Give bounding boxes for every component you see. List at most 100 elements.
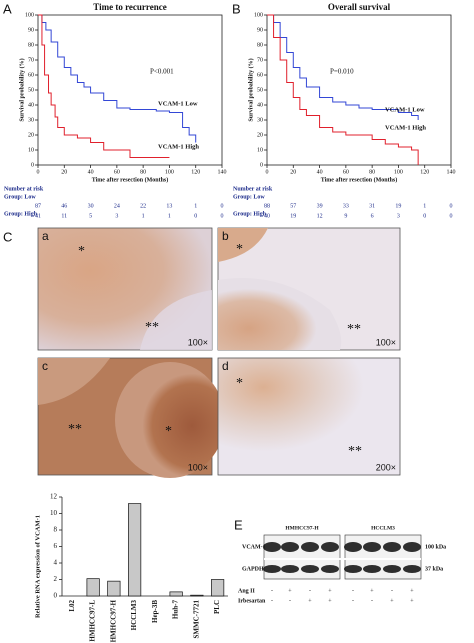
treatment-sign: - xyxy=(391,588,393,594)
x-tick-label: 80 xyxy=(369,169,375,175)
risk-count: 0 xyxy=(194,213,197,219)
bar xyxy=(169,591,183,597)
tumor-region xyxy=(115,362,225,478)
region-marker: * xyxy=(236,242,243,257)
y-tick-label: 100 xyxy=(25,12,34,18)
band-name: VCAM-1 xyxy=(242,544,266,550)
x-tick-label: L02 xyxy=(68,600,76,612)
blot-band xyxy=(263,542,281,552)
y-axis-label: Survival probability (%) xyxy=(18,58,25,121)
treatment-sign: + xyxy=(410,598,414,604)
region-marker: * xyxy=(236,376,243,391)
panel-letter: E xyxy=(234,517,243,532)
risk-count: 3 xyxy=(115,213,118,219)
stroma xyxy=(140,290,212,350)
panel-letter: B xyxy=(232,1,241,16)
band-size: 37 kDa xyxy=(425,566,443,572)
treatment-sign: - xyxy=(371,598,373,604)
risk-count: 31 xyxy=(369,203,375,209)
treatment-sign: - xyxy=(289,598,291,604)
risk-count: 1 xyxy=(194,203,197,209)
x-tick-label: 140 xyxy=(218,169,227,175)
x-tick-label: 120 xyxy=(191,169,200,175)
region-marker: ** xyxy=(145,320,159,335)
region-marker: * xyxy=(78,244,85,259)
y-tick-label: 50 xyxy=(28,87,34,93)
survival-curve xyxy=(38,14,197,143)
magnification: 100× xyxy=(188,337,208,347)
bar xyxy=(190,594,204,597)
treatment-sign: + xyxy=(308,598,312,604)
y-tick-label: 10 xyxy=(50,509,58,517)
risk-group: Group: High xyxy=(233,211,267,217)
risk-count: 41 xyxy=(35,213,41,219)
chart-title: Time to recurrence xyxy=(93,2,166,12)
treatment-name: Ang II xyxy=(238,588,256,594)
magnification: 100× xyxy=(376,337,396,347)
annotation: P=0.010 xyxy=(330,68,354,76)
bar xyxy=(128,503,142,597)
y-tick-label: 60 xyxy=(257,72,263,78)
risk-count: 12 xyxy=(317,213,323,219)
risk-group: Group: High xyxy=(4,211,38,217)
image-label: c xyxy=(42,359,48,373)
risk-count: 22 xyxy=(140,203,146,209)
y-tick-label: 20 xyxy=(28,132,34,138)
risk-count: 88 xyxy=(264,203,270,209)
blot-band xyxy=(301,565,319,573)
image-label: d xyxy=(222,359,229,373)
y-tick-label: 40 xyxy=(28,102,34,108)
risk-count: 19 xyxy=(290,213,296,219)
y-axis-label: Relative RNA expression of VCAM-1 xyxy=(34,515,41,618)
blot-band xyxy=(363,565,381,573)
x-tick-label: SMMC-7721 xyxy=(192,600,200,639)
x-tick-label: Huh-7 xyxy=(172,600,180,620)
y-tick-label: 8 xyxy=(54,526,58,534)
risk-count: 33 xyxy=(343,203,349,209)
y-tick-label: 30 xyxy=(28,117,34,123)
x-tick-label: HCCLM3 xyxy=(130,600,138,631)
risk-count: 1 xyxy=(423,203,426,209)
y-tick-label: 50 xyxy=(257,87,263,93)
bar xyxy=(211,579,225,597)
survival-curve xyxy=(38,14,170,158)
legend-label: VCAM-1 Low xyxy=(158,100,198,107)
blot-band xyxy=(321,565,339,573)
x-tick-label: 100 xyxy=(165,169,174,175)
magnification: 100× xyxy=(188,462,208,472)
band-size: 100 kDa xyxy=(425,544,446,550)
y-tick-label: 10 xyxy=(28,147,34,153)
risk-count: 46 xyxy=(61,203,67,209)
tumor-region xyxy=(218,278,342,350)
bar xyxy=(107,580,121,597)
risk-count: 57 xyxy=(290,203,296,209)
y-tick-label: 4 xyxy=(54,559,58,567)
y-tick-label: 40 xyxy=(257,102,263,108)
micrograph xyxy=(217,357,401,476)
y-tick-label: 70 xyxy=(28,57,34,63)
x-tick-label: 60 xyxy=(114,169,120,175)
treatment-sign: - xyxy=(309,588,311,594)
blot-band xyxy=(344,542,362,552)
treatment-name: Irbesartan xyxy=(238,598,266,604)
blot-band xyxy=(403,542,421,552)
risk-count: 6 xyxy=(371,213,374,219)
legend-label: VCAM-1 High xyxy=(158,143,199,150)
y-tick-label: 20 xyxy=(257,132,263,138)
image-label: a xyxy=(42,229,49,243)
bar xyxy=(86,578,100,597)
annotation: P<0.001 xyxy=(150,68,174,76)
blot-band xyxy=(383,542,401,552)
x-tick-label: HMHCC97-L xyxy=(89,600,97,642)
histology-images xyxy=(37,227,401,478)
x-tick-label: 40 xyxy=(88,169,94,175)
risk-count: 0 xyxy=(450,213,453,219)
x-tick-label: 60 xyxy=(343,169,349,175)
y-tick-label: 100 xyxy=(254,12,263,18)
tumor-region xyxy=(218,228,268,262)
blot-band xyxy=(281,565,299,573)
risk-count: 0 xyxy=(221,213,224,219)
region-marker: ** xyxy=(348,444,362,459)
x-tick-label: 0 xyxy=(266,169,269,175)
